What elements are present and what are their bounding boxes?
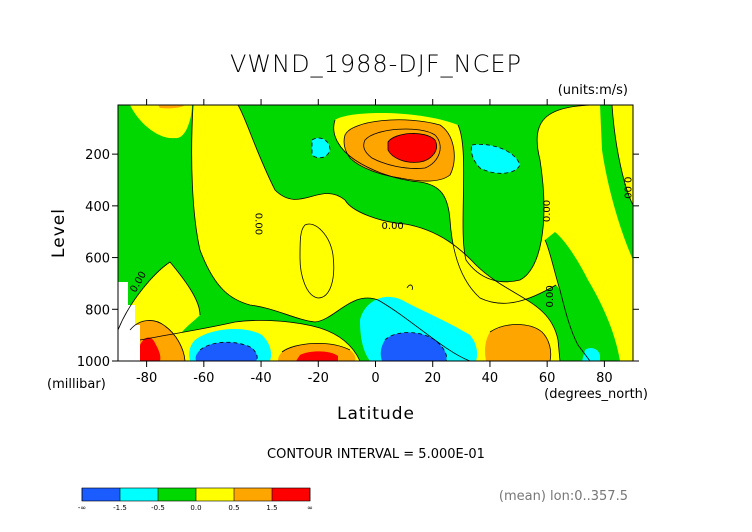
band-red [296,351,338,361]
band-yellow [118,105,192,139]
plot-area [117,104,634,362]
x-tick-label: 20 [424,371,441,386]
colorbar-label: 0.0 [190,504,201,512]
contour-line [343,119,455,182]
colorbar-swatch [158,488,196,501]
band-orange [158,105,185,109]
band-cyan [582,347,600,361]
y-axis-label: Level [49,208,69,258]
band-deep-blue [195,342,258,361]
contour-line [489,324,552,361]
band-deep-blue [380,332,447,361]
contour-line-dashed [384,332,447,361]
x-axis-unit: (degrees_north) [544,387,648,402]
colorbar: -∞ -1.5 -0.5 0.0 0.5 1.5 ∞ [78,487,313,512]
contour-line [139,319,361,361]
y-axis: 200 400 600 800 1000 [77,148,639,370]
colorbar-label: -∞ [78,504,86,512]
contour-line [363,128,441,169]
contour-line [333,119,557,304]
contour-line [281,343,351,353]
contour-interval-label: CONTOUR INTERVAL = 5.000E-01 [267,447,485,462]
y-tick-label: 1000 [77,355,110,370]
colorbar-swatch [120,488,158,501]
band-green [545,232,620,361]
band-red [137,337,161,361]
contour-line [406,284,413,291]
contour-line [457,105,601,283]
band-green [600,105,633,260]
contour-line [611,105,633,206]
contour-line [299,223,335,299]
y-axis-unit: (millibar) [47,377,106,392]
y-tick-label: 600 [85,252,110,267]
y-tick-label: 200 [85,148,110,163]
band-yellow [191,105,561,361]
colorbar-swatch [82,488,120,501]
contour-line [387,133,437,163]
contour-line [129,320,186,361]
contour-value-label: 0.00 [545,285,556,307]
colorbar-label: 0.5 [228,504,239,512]
colorbar-swatch [272,488,310,501]
contour-line [191,105,471,361]
band-yellow [612,105,633,200]
x-axis-label: Latitude [337,404,415,424]
below-ground-mask [118,282,140,361]
y-tick-label: 400 [85,200,110,215]
contour-value-label: 0.00 [252,213,263,235]
colorbar-swatch [196,488,234,501]
x-tick-label: -80 [136,371,157,386]
colorbar-label: -1.5 [113,504,127,512]
x-tick-label: 40 [482,371,499,386]
colorbar-label: 1.5 [266,504,277,512]
contour-line-dashed [470,143,521,174]
band-cyan [312,138,330,158]
x-tick-label: 80 [596,371,613,386]
units-label: (units:m/s) [558,83,628,98]
chart-title: VWND_1988-DJF_NCEP [230,50,522,78]
footer-label: (mean) lon:0..357.5 [499,489,628,504]
contour-line [118,261,201,331]
x-tick-label: 0 [371,371,379,386]
x-tick-label: -40 [250,371,271,386]
band-red [388,133,437,163]
x-tick-label: 60 [539,371,556,386]
colorbar-label: ∞ [307,504,313,512]
contour-value-label: 0.00 [542,200,553,222]
x-tick-label: -60 [193,371,214,386]
contour-line [237,105,561,361]
contour-line-dashed [199,341,258,361]
colorbar-swatch [234,488,272,501]
band-orange [485,324,551,361]
contour-line [544,239,591,361]
y-tick-label: 800 [85,303,110,318]
x-tick-label: -20 [308,371,329,386]
contour-value-label: 0.00 [621,177,632,199]
contour-value-label: 0.00 [382,221,404,232]
contour-line-dashed [311,137,331,159]
colorbar-label: -0.5 [151,504,165,512]
band-yellow [300,224,334,298]
x-axis: -80 -60 -40 -20 0 20 40 60 80 [136,99,613,386]
